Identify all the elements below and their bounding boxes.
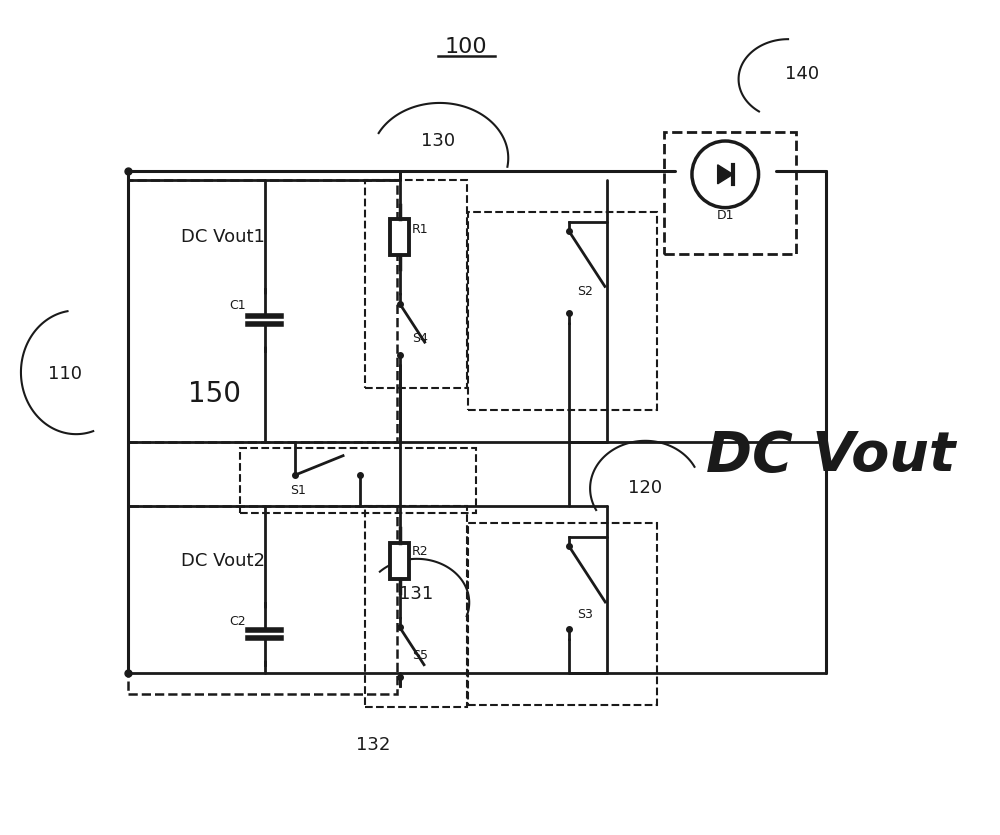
Bar [240,448,476,514]
Bar [664,133,796,255]
Text: DC Vout1: DC Vout1 [181,228,265,246]
Text: C2: C2 [230,615,246,628]
Text: S4: S4 [412,331,428,345]
Polygon shape [718,164,733,184]
Text: S2: S2 [577,285,593,298]
Text: 132: 132 [356,736,390,754]
Bar [390,219,409,256]
Text: S3: S3 [577,609,593,621]
Bar [468,523,657,706]
Bar [128,505,397,694]
Bar [365,180,467,387]
Text: 130: 130 [421,132,455,150]
Text: D1: D1 [717,209,734,222]
Text: 100: 100 [445,37,488,57]
Text: R2: R2 [412,544,429,558]
Text: 150: 150 [188,380,241,408]
Text: 110: 110 [48,365,82,383]
Text: DC Vout2: DC Vout2 [181,552,265,569]
Text: 120: 120 [628,479,662,498]
Text: 131: 131 [399,585,433,603]
Bar [128,180,397,442]
Text: 140: 140 [785,65,819,84]
Bar [390,543,409,579]
Bar [365,505,467,707]
Text: S5: S5 [412,650,428,662]
Bar [468,212,657,410]
Text: DC Vout: DC Vout [706,429,956,483]
Text: S1: S1 [290,483,306,497]
Circle shape [692,141,759,208]
Text: C1: C1 [230,299,246,312]
Text: R1: R1 [412,223,429,236]
